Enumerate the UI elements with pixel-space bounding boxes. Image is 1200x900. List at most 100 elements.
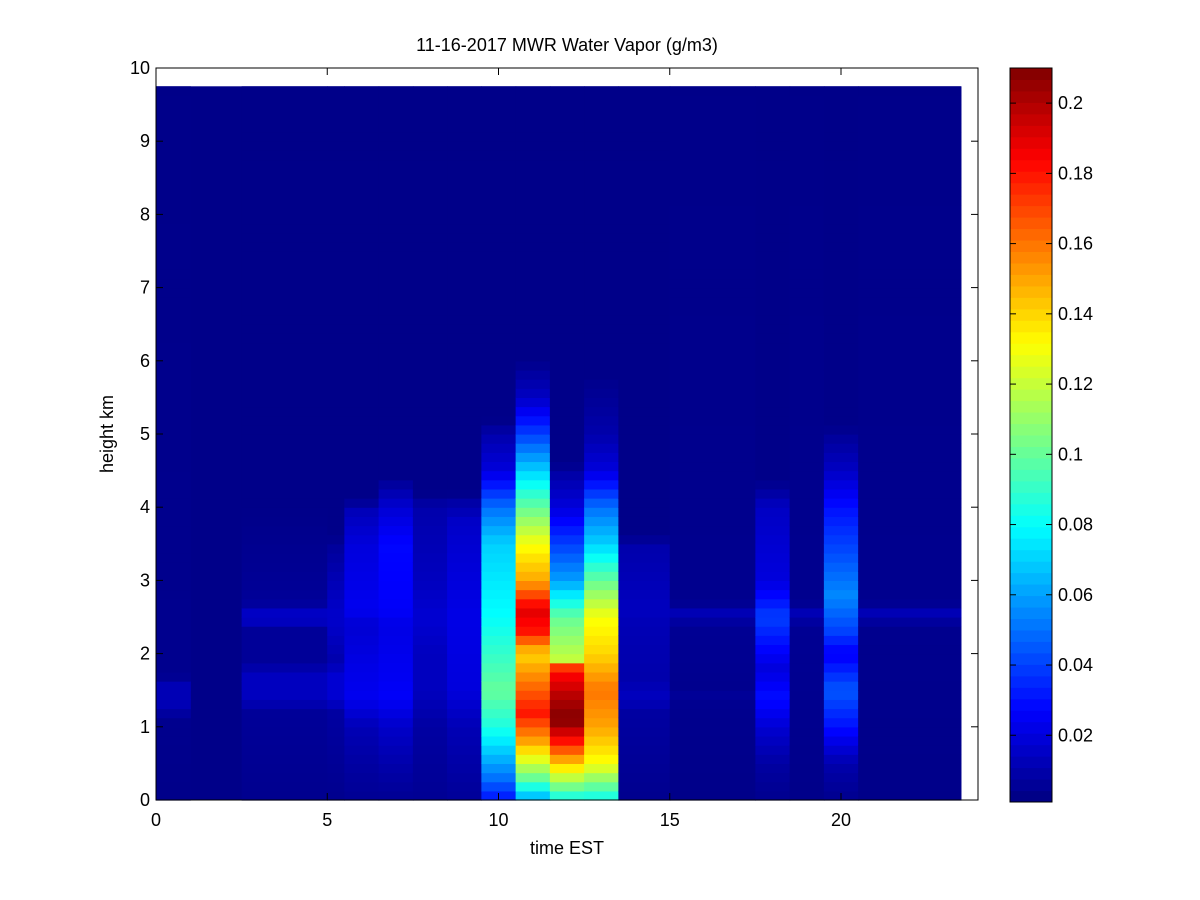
heatmap-cell — [858, 470, 962, 481]
heatmap-cell — [584, 470, 619, 481]
heatmap-cell — [549, 95, 585, 106]
heatmap-cell — [447, 534, 482, 545]
heatmap-cell — [669, 269, 756, 280]
heatmap-cell — [481, 598, 517, 609]
heatmap-cell — [344, 260, 380, 270]
heatmap-cell — [515, 745, 551, 755]
heatmap-cell — [447, 562, 482, 572]
heatmap-cell — [515, 132, 551, 142]
heatmap-cell — [378, 241, 414, 252]
heatmap-cell — [481, 479, 517, 490]
heatmap-cell — [156, 534, 191, 545]
heatmap-cell — [481, 735, 517, 746]
heatmap-cell — [789, 104, 825, 115]
heatmap-cell — [515, 360, 551, 371]
heatmap-cell — [669, 415, 756, 426]
heatmap-cell — [789, 479, 825, 490]
heatmap-cell — [327, 543, 345, 554]
heatmap-cell — [515, 598, 551, 609]
heatmap-cell — [515, 635, 551, 646]
heatmap-cell — [858, 214, 962, 225]
colorbar-tick-label: 0.08 — [1058, 515, 1093, 535]
heatmap-cell — [549, 415, 585, 426]
heatmap-cell — [412, 681, 448, 691]
heatmap-cell — [515, 617, 551, 627]
heatmap-cell — [618, 287, 671, 298]
heatmap-cell — [156, 159, 191, 170]
heatmap-cell — [378, 132, 414, 142]
heatmap-cell — [327, 754, 345, 764]
heatmap-cell — [858, 86, 962, 97]
heatmap-cell — [584, 333, 619, 344]
heatmap-cell — [515, 159, 551, 170]
heatmap-cell — [481, 635, 517, 646]
heatmap-cell — [515, 644, 551, 655]
heatmap-cell — [481, 241, 517, 252]
heatmap-cell — [447, 296, 482, 307]
heatmap-cell — [823, 424, 859, 435]
heatmap-cell — [447, 488, 482, 499]
heatmap-cell — [584, 150, 619, 161]
heatmap-cell — [858, 287, 962, 298]
heatmap-cell — [858, 552, 962, 563]
heatmap-cell — [755, 305, 791, 316]
heatmap-cell — [327, 86, 345, 97]
heatmap-cell — [327, 342, 345, 353]
colorbar-step — [1010, 595, 1052, 608]
heatmap-cell — [412, 580, 448, 591]
heatmap-cell — [549, 507, 585, 517]
heatmap-cell — [669, 617, 756, 627]
heatmap-cell — [481, 717, 517, 728]
heatmap-cell — [344, 461, 380, 472]
heatmap-cell — [327, 626, 345, 636]
heatmap-cell — [412, 305, 448, 316]
heatmap-cell — [156, 607, 191, 618]
heatmap-cell — [156, 177, 191, 188]
heatmap-cell — [755, 315, 791, 325]
heatmap-cell — [344, 717, 380, 728]
heatmap-cell — [327, 781, 345, 792]
colorbar-step — [1010, 159, 1052, 172]
heatmap-cell — [549, 690, 585, 700]
heatmap-cell — [447, 113, 482, 124]
heatmap-cell — [618, 241, 671, 252]
heatmap-cell — [618, 479, 671, 490]
heatmap-cell — [549, 360, 585, 371]
heatmap-cell — [481, 745, 517, 755]
heatmap-cell — [584, 580, 619, 591]
heatmap-cell — [447, 177, 482, 188]
heatmap-cell — [549, 397, 585, 408]
heatmap-cell — [789, 708, 825, 719]
heatmap-cell — [156, 186, 191, 197]
heatmap-cell — [481, 351, 517, 362]
heatmap-cell — [858, 635, 962, 646]
heatmap-cell — [241, 626, 328, 636]
plot-area: 0 5 10 15 20 0 1 2 3 4 5 6 7 8 9 10 — [130, 58, 979, 830]
heatmap-cell — [378, 653, 414, 664]
heatmap-cell — [584, 122, 619, 133]
heatmap-cell — [823, 580, 859, 591]
heatmap-cell — [823, 671, 859, 682]
heatmap-cell — [755, 424, 791, 435]
heatmap-cell — [412, 86, 448, 97]
x-tick-label: 0 — [151, 810, 161, 830]
colorbar-tick-label: 0.04 — [1058, 655, 1093, 675]
heatmap-cell — [789, 214, 825, 225]
heatmap-cell — [515, 690, 551, 700]
heatmap-cell — [447, 379, 482, 389]
heatmap-cell — [412, 763, 448, 774]
heatmap-column — [549, 86, 585, 801]
heatmap-cell — [515, 122, 551, 133]
heatmap-cell — [669, 644, 756, 655]
heatmap-cell — [618, 232, 671, 243]
heatmap-cell — [789, 369, 825, 380]
heatmap-cell — [669, 580, 756, 591]
heatmap-cell — [515, 260, 551, 270]
heatmap-cell — [549, 269, 585, 280]
heatmap-cell — [481, 196, 517, 206]
heatmap-cell — [823, 333, 859, 344]
heatmap-cell — [327, 534, 345, 545]
heatmap-cell — [789, 562, 825, 572]
heatmap-cell — [669, 305, 756, 316]
heatmap-cell — [327, 305, 345, 316]
